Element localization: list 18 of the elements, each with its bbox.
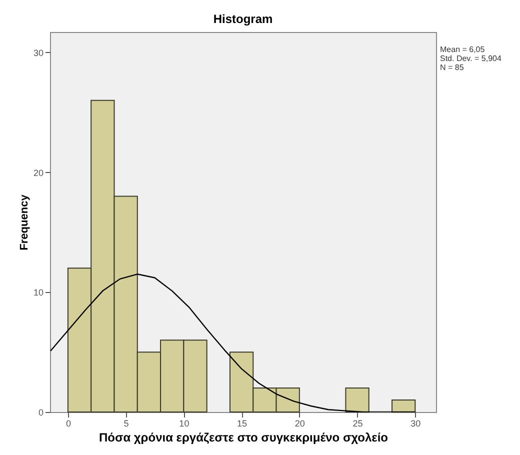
x-tick-label: 25 bbox=[352, 418, 363, 428]
y-tick-label: 30 bbox=[33, 48, 44, 58]
chart-title: Histogram bbox=[213, 12, 273, 26]
x-axis-title: Πόσα χρόνια εργάζεστε στο συγκεκριμένο σχολείο bbox=[98, 430, 388, 444]
x-tick-label: 15 bbox=[237, 418, 248, 428]
y-tick-label: 10 bbox=[33, 288, 44, 298]
x-tick-label: 5 bbox=[124, 418, 129, 428]
y-tick-label: 20 bbox=[33, 168, 44, 178]
x-tick-label: 0 bbox=[66, 418, 71, 428]
x-tick-label: 10 bbox=[179, 418, 190, 428]
text: N = 85 bbox=[440, 63, 465, 72]
y-tick-label: 0 bbox=[38, 408, 44, 418]
x-tick-label: 30 bbox=[410, 418, 421, 428]
text: Std. Dev. = 5,904 bbox=[440, 54, 502, 63]
x-tick-label: 20 bbox=[294, 418, 305, 428]
y-axis-title: Frequency bbox=[18, 194, 30, 250]
text: Mean = 6,05 bbox=[440, 45, 486, 54]
line-series bbox=[50, 274, 416, 412]
